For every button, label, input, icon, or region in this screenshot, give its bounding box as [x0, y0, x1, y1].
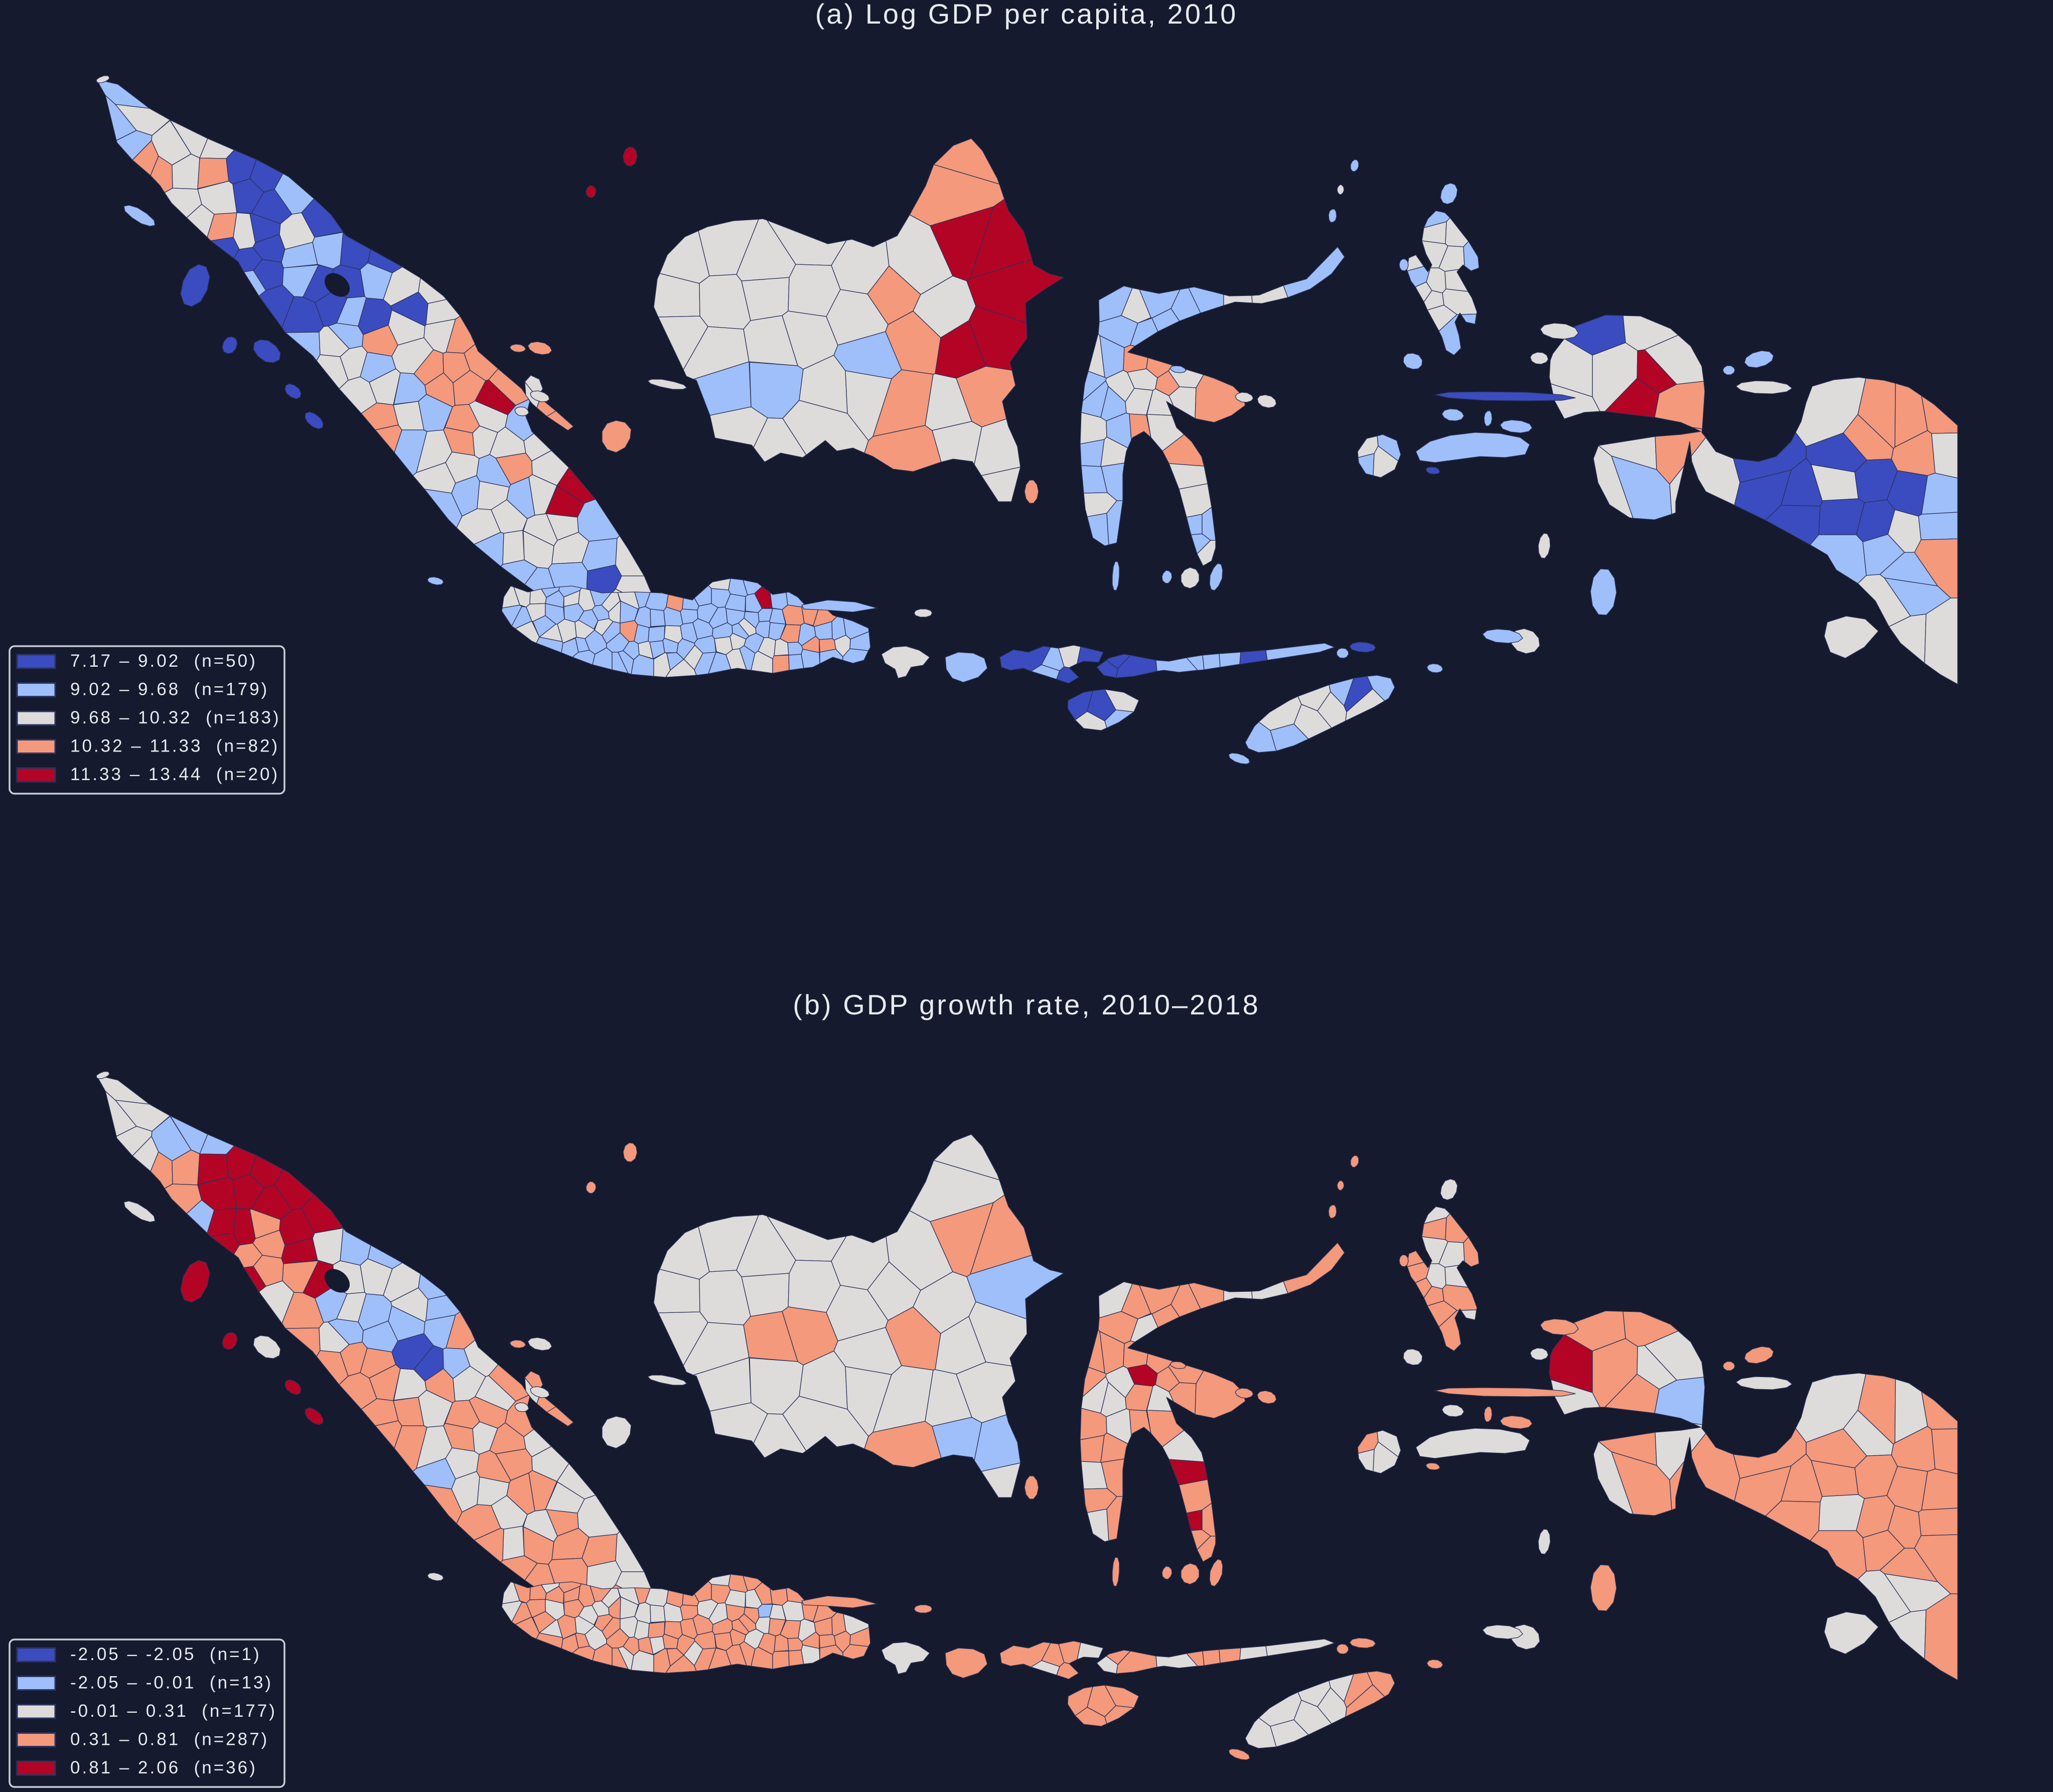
svg-text:9.02 – 9.68 (n=179): 9.02 – 9.68 (n=179): [70, 680, 269, 699]
svg-text:-2.05 – -2.05 (n=1): -2.05 – -2.05 (n=1): [70, 1645, 261, 1664]
svg-text:0.81 – 2.06 (n=36): 0.81 – 2.06 (n=36): [70, 1758, 257, 1777]
svg-text:(b) GDP growth rate, 2010–2018: (b) GDP growth rate, 2010–2018: [793, 989, 1260, 1020]
svg-text:10.32 – 11.33 (n=82): 10.32 – 11.33 (n=82): [70, 736, 279, 756]
svg-text:0.31 – 0.81 (n=287): 0.31 – 0.81 (n=287): [70, 1730, 269, 1749]
svg-text:(a) Log GDP per capita, 2010: (a) Log GDP per capita, 2010: [815, 0, 1238, 30]
svg-text:7.17 – 9.02 (n=50): 7.17 – 9.02 (n=50): [70, 651, 257, 671]
svg-text:-2.05 – -0.01 (n=13): -2.05 – -0.01 (n=13): [70, 1673, 273, 1693]
svg-text:-0.01 – 0.31 (n=177): -0.01 – 0.31 (n=177): [70, 1701, 277, 1721]
svg-text:11.33 – 13.44 (n=20): 11.33 – 13.44 (n=20): [70, 765, 279, 784]
svg-text:9.68 – 10.32 (n=183): 9.68 – 10.32 (n=183): [70, 708, 281, 727]
